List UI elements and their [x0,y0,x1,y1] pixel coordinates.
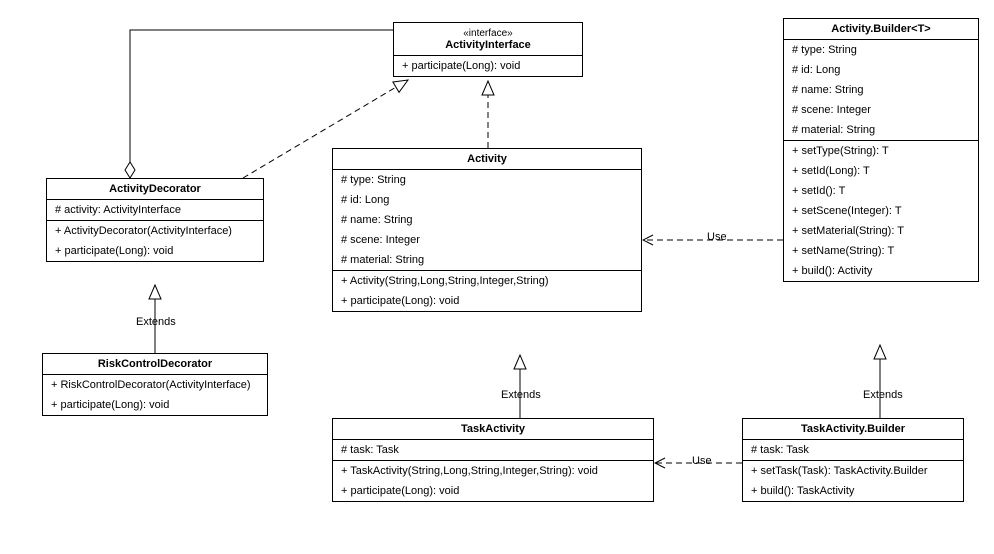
edge-label-use: Use [690,455,714,467]
attrs-section: # task: Task [743,440,963,461]
method: + setMaterial(String): T [784,221,978,241]
class-title: Activity.Builder<T> [784,19,978,40]
class-title: ActivityDecorator [47,179,263,200]
attr: # material: String [784,120,978,140]
method: + participate(Long): void [47,241,263,261]
attrs-section: # type: String # id: Long # name: String… [784,40,978,141]
class-task-activity-builder: TaskActivity.Builder # task: Task + setT… [742,418,964,502]
method: + setName(String): T [784,241,978,261]
stereotype: «interface» [463,28,512,39]
method: + setId(): T [784,181,978,201]
class-risk-control-decorator: RiskControlDecorator + RiskControlDecora… [42,353,268,416]
method: + setTask(Task): TaskActivity.Builder [743,461,963,481]
attr: # task: Task [743,440,963,460]
methods-section: + participate(Long): void [394,56,582,76]
methods-section: + Activity(String,Long,String,Integer,St… [333,271,641,311]
methods-section: + setType(String): T + setId(Long): T + … [784,141,978,281]
attr: # id: Long [784,60,978,80]
method: + setType(String): T [784,141,978,161]
attr: # activity: ActivityInterface [47,200,263,220]
methods-section: + TaskActivity(String,Long,String,Intege… [333,461,653,501]
class-title: TaskActivity.Builder [743,419,963,440]
methods-section: + ActivityDecorator(ActivityInterface) +… [47,221,263,261]
method: + TaskActivity(String,Long,String,Intege… [333,461,653,481]
method: + setId(Long): T [784,161,978,181]
edge-label-extends: Extends [861,389,905,401]
class-name: ActivityInterface [445,39,531,51]
attrs-section: # activity: ActivityInterface [47,200,263,221]
class-activity-builder: Activity.Builder<T> # type: String # id:… [783,18,979,282]
edge-label-extends: Extends [499,389,543,401]
method: + setScene(Integer): T [784,201,978,221]
attr: # name: String [784,80,978,100]
methods-section: + RiskControlDecorator(ActivityInterface… [43,375,267,415]
method: + build(): Activity [784,261,978,281]
class-title: RiskControlDecorator [43,354,267,375]
edge-label-extends: Extends [134,316,178,328]
method: + participate(Long): void [333,291,641,311]
attr: # scene: Integer [333,230,641,250]
class-activity: Activity # type: String # id: Long # nam… [332,148,642,312]
attr: # task: Task [333,440,653,460]
attrs-section: # task: Task [333,440,653,461]
edge-label-use: Use [705,231,729,243]
attr: # scene: Integer [784,100,978,120]
attr: # material: String [333,250,641,270]
attr: # id: Long [333,190,641,210]
class-title: «interface» ActivityInterface [394,23,582,56]
class-task-activity: TaskActivity # task: Task + TaskActivity… [332,418,654,502]
method: + Activity(String,Long,String,Integer,St… [333,271,641,291]
attr: # type: String [333,170,641,190]
attr: # type: String [784,40,978,60]
class-activity-interface: «interface» ActivityInterface + particip… [393,22,583,77]
method: + ActivityDecorator(ActivityInterface) [47,221,263,241]
attr: # name: String [333,210,641,230]
method: + build(): TaskActivity [743,481,963,501]
method: + participate(Long): void [333,481,653,501]
class-activity-decorator: ActivityDecorator # activity: ActivityIn… [46,178,264,262]
method: + participate(Long): void [394,56,582,76]
class-title: TaskActivity [333,419,653,440]
method: + RiskControlDecorator(ActivityInterface… [43,375,267,395]
methods-section: + setTask(Task): TaskActivity.Builder + … [743,461,963,501]
attrs-section: # type: String # id: Long # name: String… [333,170,641,271]
class-title: Activity [333,149,641,170]
method: + participate(Long): void [43,395,267,415]
